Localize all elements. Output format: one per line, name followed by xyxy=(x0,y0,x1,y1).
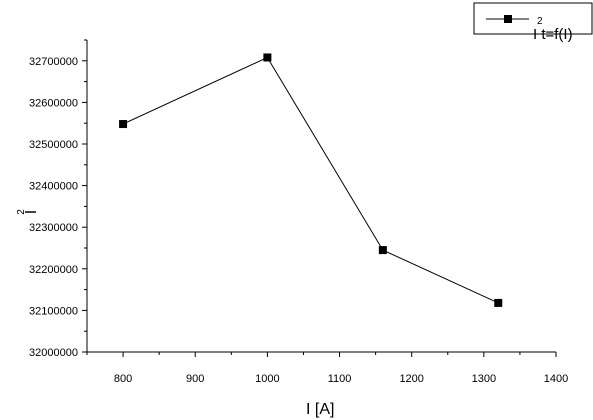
x-tick-label: 1100 xyxy=(328,373,352,385)
y-tick-label: 32100000 xyxy=(29,305,78,317)
data-point xyxy=(494,298,503,307)
x-tick-label: 1000 xyxy=(255,373,279,385)
data-point xyxy=(378,246,387,255)
data-point xyxy=(263,53,272,62)
series-line xyxy=(122,56,499,304)
y-tick-label: 32500000 xyxy=(29,139,78,151)
series xyxy=(119,53,503,307)
y-axis-title-main: I xyxy=(23,210,40,214)
legend-marker xyxy=(504,15,512,23)
y-tick-label: 32300000 xyxy=(29,222,78,234)
x-tick-label: 1300 xyxy=(472,373,496,385)
axes xyxy=(86,40,556,353)
legend-label: I t=f(I) xyxy=(533,26,573,43)
y-axis-title-sup: 2 xyxy=(16,209,27,215)
x-tick-label: 1400 xyxy=(544,373,568,385)
x-tick-label: 800 xyxy=(114,373,132,385)
legend: I t=f(I) 2 xyxy=(473,2,593,43)
x-axis-title: I [A] xyxy=(306,401,334,418)
y-tick-label: 32600000 xyxy=(29,97,78,109)
y-axis-title: I 2 xyxy=(16,209,40,215)
x-tick-label: 900 xyxy=(186,373,204,385)
y-tick-label: 32200000 xyxy=(29,264,78,276)
ticks: 800 900 1000 1100 1200 1300 1400 32000000 321000… xyxy=(29,39,568,385)
data-point xyxy=(119,120,128,129)
x-tick-label: 1200 xyxy=(399,373,423,385)
y-tick-label: 32400000 xyxy=(29,181,78,193)
legend-label-sup: 2 xyxy=(537,16,543,27)
y-tick-label: 32000000 xyxy=(29,347,78,359)
y-tick-label: 32700000 xyxy=(29,56,78,68)
